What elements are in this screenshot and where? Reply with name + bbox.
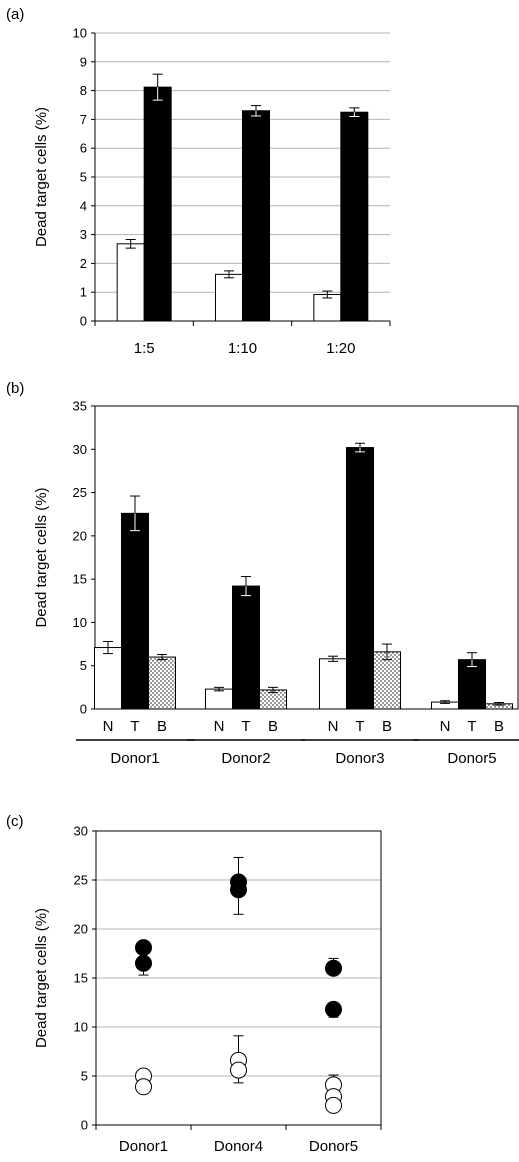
chart-b-y-tick-label: 5 [80,658,87,673]
chart-b-series-label: N [440,718,451,735]
chart-b-y-tick-label: 10 [73,615,87,630]
chart-b-y-tick-label: 0 [80,702,87,717]
chart-a-y-axis-label: Dead target cells (%) [33,107,50,247]
chart-a-y-tick-label: 7 [80,112,87,127]
chart-a-bar [313,294,342,322]
chart-a-y-tick-label: 3 [80,227,87,242]
chart-c-y-tick-label: 30 [74,824,88,839]
chart-a-y-tick-label: 0 [80,314,87,329]
chart-a-category-label: 1:20 [326,340,355,357]
chart-c-category-label: Donor4 [214,1138,263,1155]
chart-b-group-label: Donor2 [221,750,270,767]
chart-c-y-axis-label: Dead target cells (%) [33,908,50,1048]
chart-b-bar [148,656,176,710]
chart-a-y-tick-label: 5 [80,170,87,185]
chart-b-series-label: T [467,718,476,735]
chart-b-bar [205,688,233,710]
chart-b-bar [346,447,374,710]
chart-b-group-label: Donor1 [110,750,159,767]
chart-a-y-tick-label: 2 [80,256,87,271]
chart-b-bar [121,512,149,710]
chart-a-y-tick-label: 9 [80,54,87,69]
chart-b-y-tick-label: 30 [73,442,87,457]
chart-a-y-tick-label: 8 [80,83,87,98]
chart-c-point [325,1000,342,1018]
chart-b-bar [94,647,122,710]
chart-b-series-label: N [214,718,225,735]
chart-a-category-label: 1:10 [228,340,257,357]
chart-a-bar [340,111,369,322]
chart-c-point [135,1078,152,1096]
chart-b-series-label: B [157,718,167,735]
chart-b-bar [319,658,347,710]
chart-b-plot-frame [94,405,519,710]
chart-b-series-label: T [130,718,139,735]
chart-a-bar [116,243,145,322]
chart-b-series-label: N [103,718,114,735]
chart-a-y-tick-label: 6 [80,141,87,156]
chart-c: 0 5 10 15 20 25 30 Dead target cells (%) Donor1 D… [33,824,382,1155]
chart-c-y-tick-label: 15 [74,971,88,986]
chart-a-y-tick-label: 1 [80,285,87,300]
chart-c-y-tick-label: 0 [81,1118,88,1133]
chart-c-category-label: Donor1 [119,1138,168,1155]
panel-label-b: (b) [6,380,24,397]
chart-b-series-label: N [328,718,339,735]
chart-b-series-label: T [355,718,364,735]
chart-b-group-label: Donor3 [335,750,384,767]
chart-b-group-label: Donor5 [447,750,496,767]
chart-b-y-tick-label: 20 [73,528,87,543]
chart-a-y-tick-label: 4 [80,198,87,213]
chart-a-bar [215,273,243,322]
chart-b-series-label: B [268,718,278,735]
chart-b-y-tick-label: 15 [73,572,87,587]
chart-c-point [325,959,342,977]
chart-a-bar [143,86,172,322]
panel-label-a: (a) [6,6,24,23]
chart-b-bar [373,651,401,710]
panel-label-c: (c) [6,813,24,830]
chart-b-series-label: B [494,718,504,735]
chart-b-y-tick-label: 35 [73,399,87,414]
chart-c-point [135,939,152,957]
chart-b-y-axis-label: Dead target cells (%) [33,487,50,627]
chart-c-y-tick-label: 25 [74,873,88,888]
chart-b-series-label: T [241,718,250,735]
chart-c-y-tick-label: 10 [74,1020,88,1035]
chart-b-y-tick-label: 25 [73,485,87,500]
chart-c-category-label: Donor5 [309,1138,358,1155]
chart-c-y-tick-label: 5 [81,1069,88,1084]
chart-c-point [230,881,247,899]
chart-a-category-label: 1:5 [134,340,155,357]
chart-c-point [135,954,152,972]
chart-a-y-tick-label: 10 [73,26,87,41]
chart-b-series-label: B [382,718,392,735]
chart-a-bar [242,110,270,322]
chart-a: 0 1 2 3 4 5 6 7 8 9 10 Dead target cells (%) 1:5 1:10… [33,26,391,357]
chart-c-y-tick-label: 20 [74,922,88,937]
chart-b-bar [232,585,260,710]
chart-c-point [325,1096,342,1114]
chart-c-point [230,1061,247,1079]
